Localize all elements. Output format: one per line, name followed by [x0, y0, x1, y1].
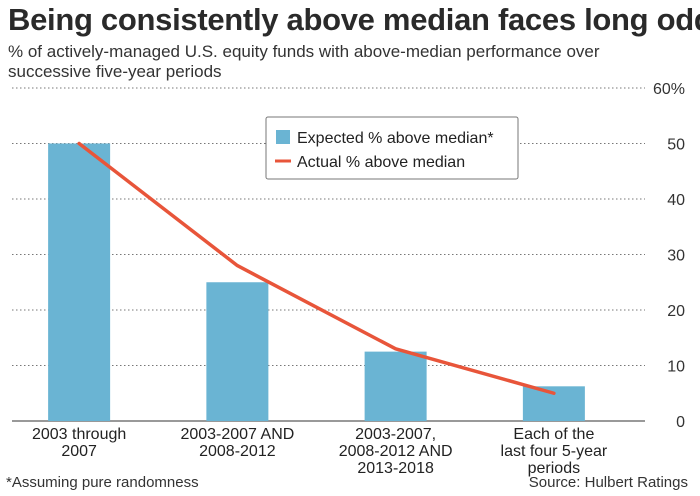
y-tick-label: 60%: [653, 81, 685, 98]
bar: [206, 282, 269, 421]
x-tick-label: 2003-2007 AND 2008-2012: [180, 426, 294, 460]
actual-line-path: [77, 141, 556, 395]
chart-title: Being consistently above median faces lo…: [8, 2, 700, 37]
legend-label-expected: Expected % above median*: [297, 130, 494, 147]
y-tick-label: 0: [676, 414, 685, 431]
x-tick-label: 2003 through 2007: [32, 426, 126, 460]
legend: Expected % above median* Actual % above m…: [265, 116, 519, 180]
footnote: *Assuming pure randomness: [6, 474, 199, 491]
y-axis-ticks: 0 10 20 30 40 50 60%: [653, 81, 685, 431]
source-note: Source: Hulbert Ratings: [528, 474, 688, 491]
bars: [48, 143, 585, 421]
chart-subtitle: % of actively-managed U.S. equity funds …: [8, 42, 600, 81]
y-tick-label: 50: [667, 137, 685, 154]
bar: [364, 351, 427, 421]
x-tick-label: 2003-2007, 2008-2012 AND 2013-2018: [339, 426, 453, 477]
legend-box: [265, 116, 519, 180]
bar: [48, 143, 111, 421]
y-tick-label: 30: [667, 248, 685, 265]
legend-label-actual: Actual % above median: [297, 154, 465, 171]
legend-swatch-bar: [276, 130, 290, 144]
y-tick-label: 20: [667, 303, 685, 320]
y-tick-label: 10: [667, 359, 685, 376]
actual-line: [77, 141, 556, 395]
x-axis-labels: 2003 through 2007 2003-2007 AND 2008-2012 20…: [32, 426, 608, 477]
y-tick-label: 40: [667, 192, 685, 209]
x-tick-label: Each of the last four 5-year periods: [501, 426, 608, 477]
